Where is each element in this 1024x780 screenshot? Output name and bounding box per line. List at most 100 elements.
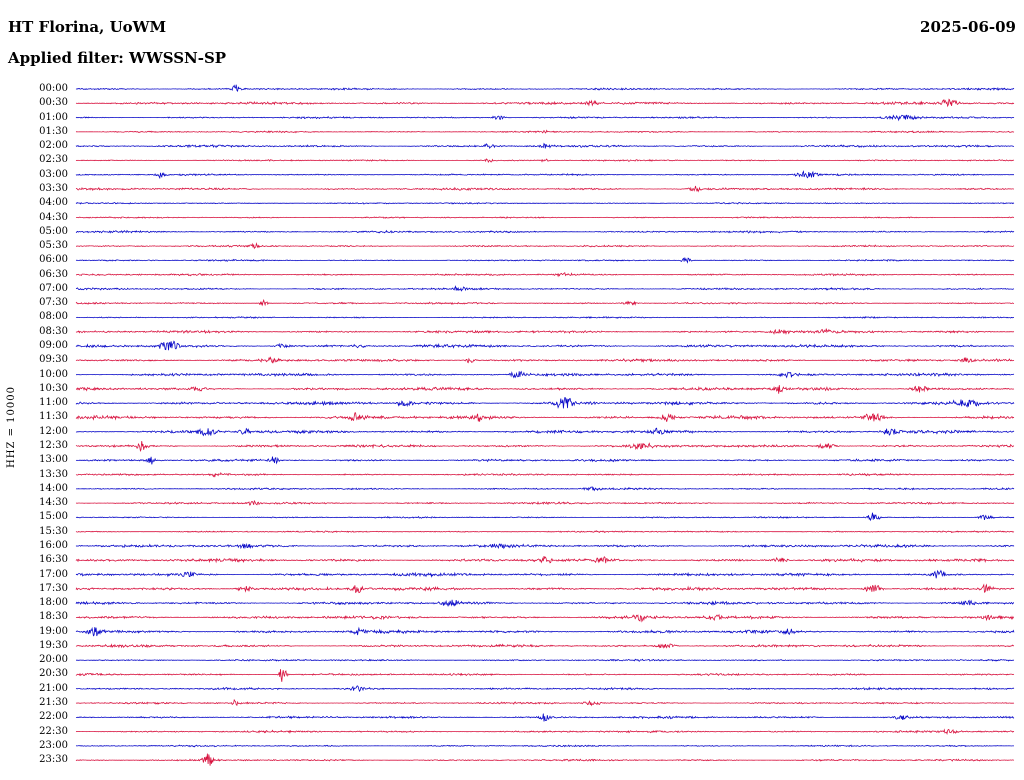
- seismogram-trace: [75, 599, 1014, 607]
- seismogram-trace: [75, 669, 1015, 682]
- time-label: 19:00: [39, 625, 68, 637]
- time-label: 20:00: [39, 654, 68, 666]
- time-label: 09:30: [39, 354, 68, 366]
- time-label: 21:30: [39, 697, 68, 709]
- seismogram-trace: [75, 744, 1014, 748]
- seismogram-trace: [75, 170, 1014, 180]
- time-label: 17:30: [39, 582, 68, 594]
- time-label: 09:00: [39, 340, 68, 352]
- seismogram-trace: [75, 412, 1015, 422]
- seismogram-trace: [75, 328, 1015, 336]
- seismogram-trace: [75, 315, 1014, 319]
- seismogram-trace: [75, 583, 1015, 594]
- time-label: 05:30: [39, 240, 68, 252]
- seismogram-trace: [75, 555, 1015, 564]
- seismogram-trace: [75, 471, 1015, 478]
- seismogram-trace: [75, 340, 1015, 351]
- seismogram-trace: [75, 242, 1015, 250]
- seismogram-trace: [75, 201, 1015, 205]
- time-label: 11:00: [39, 397, 68, 409]
- seismogram-trace: [75, 142, 1015, 150]
- time-label: 14:00: [39, 482, 68, 494]
- seismogram-trace: [76, 658, 1015, 662]
- seismogram-trace: [75, 542, 1015, 550]
- seismogram-trace: [75, 698, 1015, 707]
- time-label: 18:00: [39, 597, 68, 609]
- seismogram-trace: [75, 356, 1015, 364]
- time-label: 23:30: [39, 754, 68, 766]
- time-label: 19:30: [39, 639, 68, 651]
- time-label: 02:30: [39, 154, 68, 166]
- seismogram-trace: [75, 257, 1015, 264]
- seismogram-trace: [75, 397, 1015, 409]
- time-label: 15:00: [39, 511, 68, 523]
- time-label: 10:30: [39, 382, 68, 394]
- time-label: 22:00: [39, 711, 68, 723]
- seismogram-trace: [75, 569, 1014, 579]
- time-label: 13:30: [39, 468, 68, 480]
- time-label: 04:00: [39, 197, 68, 209]
- time-label: 02:00: [39, 140, 68, 152]
- time-label: 05:00: [39, 225, 68, 237]
- seismogram-trace: [75, 114, 1015, 122]
- seismogram-trace: [75, 229, 1015, 234]
- seismogram-trace: [75, 685, 1015, 693]
- seismogram-trace: [75, 185, 1014, 193]
- seismogram-trace: [75, 643, 1015, 649]
- seismogram-trace: [75, 626, 1015, 637]
- time-label: 10:00: [39, 368, 68, 380]
- time-label: 12:00: [39, 425, 68, 437]
- time-label: 07:30: [39, 297, 68, 309]
- seismogram-trace: [75, 713, 1015, 722]
- time-label: 21:00: [39, 682, 68, 694]
- seismogram-trace: [75, 98, 1015, 108]
- seismogram-trace: [75, 486, 1015, 492]
- seismogram-trace: [75, 158, 1015, 163]
- seismogram-trace: [75, 753, 1014, 766]
- seismogram-trace: [76, 370, 1015, 379]
- time-label: 06:00: [39, 254, 68, 266]
- time-label: 20:30: [39, 668, 68, 680]
- time-label: 11:30: [39, 411, 68, 423]
- time-label: 12:30: [39, 440, 68, 451]
- time-label: 23:00: [39, 739, 68, 751]
- time-label: 15:30: [39, 525, 68, 537]
- time-label: 06:30: [39, 268, 68, 280]
- time-label: 08:00: [39, 311, 68, 323]
- seismogram-trace: [75, 216, 1015, 219]
- seismogram-trace: [75, 298, 1014, 307]
- seismogram-trace: [75, 499, 1015, 506]
- seismogram-trace: [75, 530, 1015, 534]
- time-label: 22:30: [39, 725, 68, 737]
- time-axis: 00:00 00:30 01:00 01:30 02:00 02:30 03:00 03:30…: [0, 0, 70, 780]
- time-label: 03:30: [39, 182, 68, 194]
- seismogram-trace: [75, 512, 1015, 522]
- time-label: 03:00: [39, 168, 68, 180]
- seismogram-trace: [75, 84, 1015, 93]
- time-label: 16:30: [39, 554, 68, 566]
- date-label: 2025-06-09: [920, 18, 1016, 36]
- time-label: 18:30: [39, 611, 68, 623]
- seismogram-trace: [75, 728, 1015, 736]
- seismogram-trace: [75, 613, 1014, 623]
- seismogram-trace: [75, 441, 1015, 453]
- time-label: 14:30: [39, 497, 68, 509]
- time-label: 04:30: [39, 211, 68, 223]
- station-title: HT Florina, UoWM: [8, 18, 167, 36]
- seismogram-trace: [75, 427, 1015, 437]
- time-label: 16:00: [39, 539, 68, 551]
- time-label: 13:00: [39, 454, 68, 466]
- time-label: 01:00: [39, 111, 68, 123]
- time-label: 08:30: [39, 325, 68, 337]
- filter-label: Applied filter: WWSSN-SP: [8, 49, 227, 67]
- seismogram-trace: [75, 456, 1015, 465]
- seismogram-trace: [75, 285, 1015, 292]
- seismogram-trace: [76, 385, 1015, 394]
- seismogram-trace: [76, 271, 1015, 278]
- seismogram-trace: [75, 129, 1015, 134]
- time-label: 07:00: [39, 282, 68, 294]
- time-label: 17:00: [39, 568, 68, 580]
- time-label: 01:30: [39, 125, 68, 137]
